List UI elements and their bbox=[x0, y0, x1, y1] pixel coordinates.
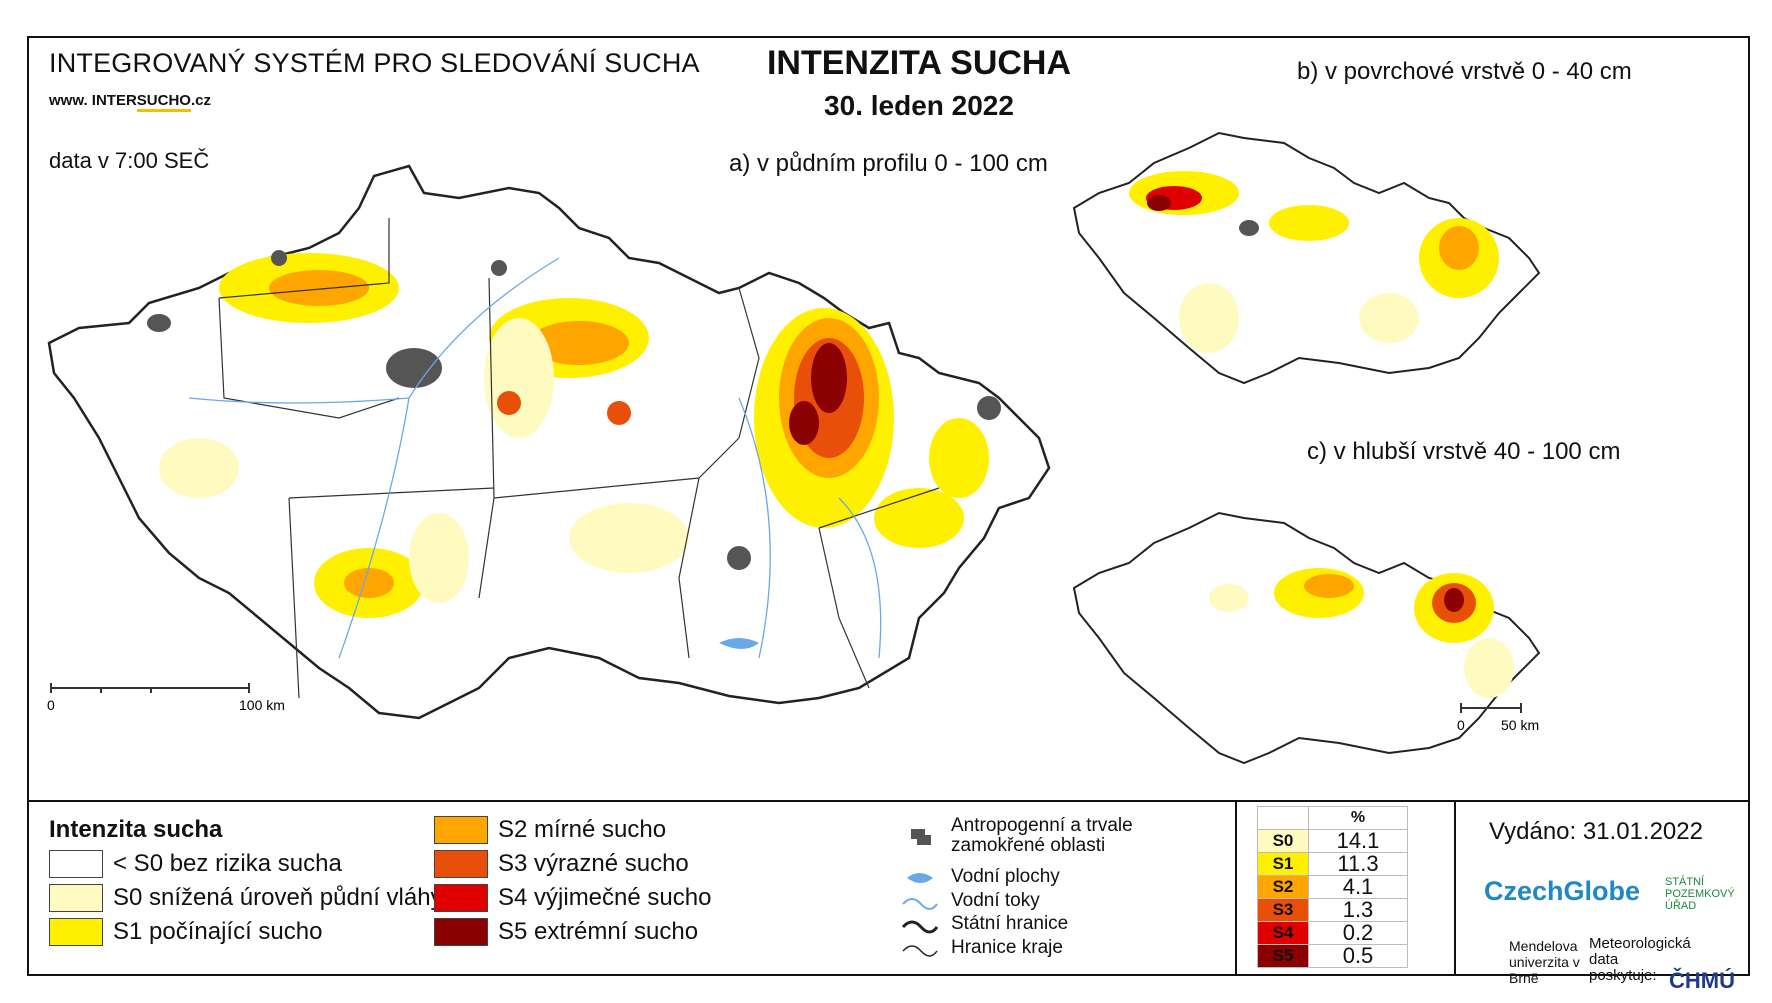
water-body-icon bbox=[899, 864, 939, 890]
percent-row: S4 0.2 bbox=[1257, 921, 1408, 945]
percent-header: % bbox=[1308, 806, 1408, 830]
percent-value: 0.2 bbox=[1308, 921, 1408, 945]
percent-row: S5 0.5 bbox=[1257, 944, 1408, 968]
legend-item: < S0 bez rizika sucha bbox=[49, 850, 342, 878]
chmi-logo: ČHMÚ bbox=[1669, 968, 1735, 993]
legend-label: S4 výjimečné sucho bbox=[498, 884, 712, 911]
urban-area-icon bbox=[899, 823, 939, 849]
legend-divider bbox=[29, 800, 1748, 802]
river-icon bbox=[899, 888, 939, 914]
legend-item: S0 snížená úroveň půdní vláhy bbox=[49, 884, 443, 912]
chmi-credit: Meteorologická data poskytuje: bbox=[1589, 935, 1691, 984]
legend-item: S4 výjimečné sucho bbox=[434, 884, 711, 912]
percent-value: 14.1 bbox=[1308, 829, 1408, 853]
percent-value: 0.5 bbox=[1308, 944, 1408, 968]
percent-table: % S0 14.1 S1 11.3 S2 4.1 S3 1.3 S4 0.2 S5 0.5 bbox=[1257, 806, 1408, 968]
spu-logo: STÁTNÍ POZEMKOVÝ ÚŘAD bbox=[1665, 876, 1735, 912]
small-scale-start: 0 bbox=[1457, 717, 1465, 733]
percent-class: S1 bbox=[1257, 852, 1309, 876]
scale-bar: 0 100 km bbox=[47, 683, 285, 713]
legend-item: S1 počínající sucho bbox=[49, 918, 322, 946]
percent-table-corner bbox=[1257, 806, 1309, 830]
reference-label: Antropogenní a trvale zamokřené oblasti bbox=[951, 815, 1133, 856]
legend-swatch bbox=[49, 850, 103, 878]
legend-swatch bbox=[434, 884, 488, 912]
surface-drought-map bbox=[1072, 131, 1541, 385]
main-scale-end: 100 km bbox=[239, 697, 285, 713]
map-date: 30. leden 2022 bbox=[824, 90, 1014, 121]
reference-item: Antropogenní a trvale zamokřené oblasti bbox=[899, 816, 1151, 856]
czechglobe-logo: CzechGlobe bbox=[1484, 876, 1641, 906]
percent-row: S2 4.1 bbox=[1257, 875, 1408, 899]
main-map-label: a) v půdním profilu 0 - 100 cm bbox=[729, 150, 1048, 177]
reference-label: Vodní toky bbox=[951, 890, 1040, 911]
reference-label: Státní hranice bbox=[951, 913, 1069, 934]
percent-value: 11.3 bbox=[1308, 852, 1408, 876]
percent-value: 4.1 bbox=[1308, 875, 1408, 899]
reference-item: Vodní toky bbox=[899, 888, 1040, 914]
website-url: www. INTERSUCHO.cz bbox=[49, 92, 211, 112]
percent-row: S0 14.1 bbox=[1257, 829, 1408, 853]
legend-label: S3 výrazné sucho bbox=[498, 850, 689, 877]
legend-title: Intenzita sucha bbox=[49, 816, 223, 843]
data-time: data v 7:00 SEČ bbox=[49, 148, 210, 173]
main-drought-map: 0 100 km bbox=[47, 164, 1051, 720]
deep-drought-map: 0 50 km bbox=[1072, 511, 1541, 765]
map-sheet: INTEGROVANÝ SYSTÉM PRO SLEDOVÁNÍ SUCHA w… bbox=[27, 36, 1750, 993]
urban-areas bbox=[147, 250, 1001, 570]
legend-label: S1 počínající sucho bbox=[113, 918, 323, 945]
map-title: INTENZITA SUCHA bbox=[766, 44, 1072, 82]
legend-item: S5 extrémní sucho bbox=[434, 918, 698, 946]
legend-separator bbox=[1235, 800, 1237, 976]
percent-class: S3 bbox=[1257, 898, 1309, 922]
state-border-icon bbox=[899, 911, 939, 937]
legend-label: < S0 bez rizika sucha bbox=[113, 850, 342, 877]
region-borders bbox=[218, 218, 940, 699]
reference-item: Hranice kraje bbox=[899, 935, 1063, 961]
country-outline bbox=[1072, 511, 1541, 765]
legend-separator bbox=[1454, 800, 1456, 976]
mendel-logo: Mendelova univerzita v Brně bbox=[1509, 938, 1580, 986]
percent-row: S3 1.3 bbox=[1257, 898, 1408, 922]
reference-item: Státní hranice bbox=[899, 911, 1068, 937]
rivers bbox=[188, 257, 882, 659]
system-name: INTEGROVANÝ SYSTÉM PRO SLEDOVÁNÍ SUCHA bbox=[49, 48, 700, 78]
legend-item: S2 mírné sucho bbox=[434, 816, 666, 844]
legend-label: S2 mírné sucho bbox=[498, 816, 667, 843]
reference-label: Hranice kraje bbox=[951, 937, 1063, 958]
small-scale-bar: 0 50 km bbox=[1457, 703, 1539, 733]
issued-date: Vydáno: 31.01.2022 bbox=[1489, 818, 1703, 845]
reference-item: Vodní plochy bbox=[899, 864, 1060, 890]
legend-swatch bbox=[49, 884, 103, 912]
percent-value: 1.3 bbox=[1308, 898, 1408, 922]
water-body bbox=[719, 638, 759, 649]
legend-swatch bbox=[434, 918, 488, 946]
legend-label: S0 snížená úroveň půdní vláhy bbox=[113, 884, 443, 911]
legend-swatch bbox=[434, 816, 488, 844]
percent-class: S0 bbox=[1257, 829, 1309, 853]
legend-label: S5 extrémní sucho bbox=[498, 918, 699, 945]
surface-map-label: b) v povrchové vrstvě 0 - 40 cm bbox=[1297, 58, 1632, 85]
percent-class: S4 bbox=[1257, 921, 1309, 945]
legend-item: S3 výrazné sucho bbox=[434, 850, 689, 878]
drought-areas bbox=[159, 253, 989, 618]
percent-class: S5 bbox=[1257, 944, 1309, 968]
small-scale-end: 50 km bbox=[1501, 717, 1539, 733]
legend-swatch bbox=[49, 918, 103, 946]
deep-map-label: c) v hlubší vrstvě 40 - 100 cm bbox=[1307, 438, 1621, 465]
legend-swatch bbox=[434, 850, 488, 878]
percent-class: S2 bbox=[1257, 875, 1309, 899]
region-border-icon bbox=[899, 935, 939, 961]
percent-row: S1 11.3 bbox=[1257, 852, 1408, 876]
reference-label: Vodní plochy bbox=[951, 866, 1060, 887]
main-scale-start: 0 bbox=[47, 697, 55, 713]
